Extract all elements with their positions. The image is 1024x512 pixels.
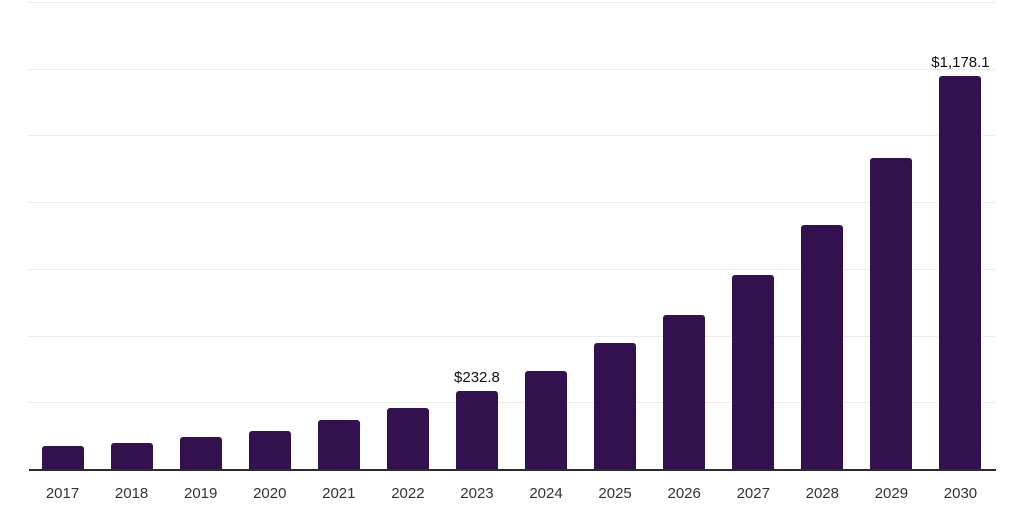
bar-2025[interactable] xyxy=(594,343,637,469)
x-tick-label-2030: 2030 xyxy=(943,485,978,502)
x-tick-label-2027: 2027 xyxy=(736,485,770,502)
bar-2029[interactable] xyxy=(870,158,913,469)
gridline xyxy=(28,202,995,204)
x-tick-label-2022: 2022 xyxy=(391,485,425,502)
x-tick-label-2019: 2019 xyxy=(183,485,218,502)
gridline xyxy=(28,335,995,337)
x-tick-label-2028: 2028 xyxy=(805,485,839,502)
x-tick-label-2029: 2029 xyxy=(874,485,909,502)
x-axis-line xyxy=(29,468,996,471)
bar-value-label-2023: $232.8 xyxy=(454,369,500,387)
x-tick-label-2024: 2024 xyxy=(529,485,563,502)
bar-2020[interactable] xyxy=(248,430,291,469)
bar-2024[interactable] xyxy=(525,370,568,469)
bar-2019[interactable] xyxy=(179,436,222,469)
x-tick-label-2021: 2021 xyxy=(322,485,356,502)
x-tick-label-2020: 2020 xyxy=(253,485,287,502)
gridline xyxy=(28,135,995,137)
gridline xyxy=(28,68,995,70)
x-tick-label-2023: 2023 xyxy=(460,485,494,502)
gridline xyxy=(28,2,995,3)
x-tick-label-2017: 2017 xyxy=(45,485,80,502)
gridline xyxy=(28,268,995,270)
bar-2030[interactable] xyxy=(939,76,982,469)
bar-value-label-2030: $1,178.1 xyxy=(931,54,990,72)
bar-2017[interactable] xyxy=(41,445,84,469)
x-tick-label-2026: 2026 xyxy=(667,485,701,502)
gridline xyxy=(28,402,995,404)
bar-2028[interactable] xyxy=(801,225,844,469)
x-tick-label-2025: 2025 xyxy=(598,485,632,502)
bar-2018[interactable] xyxy=(110,442,153,469)
x-tick-label-2018: 2018 xyxy=(114,485,149,502)
bar-2021[interactable] xyxy=(317,420,360,469)
bar-2026[interactable] xyxy=(663,314,706,469)
bar-2027[interactable] xyxy=(732,275,775,469)
bar-2022[interactable] xyxy=(386,407,429,469)
bar-2023[interactable] xyxy=(455,391,498,469)
